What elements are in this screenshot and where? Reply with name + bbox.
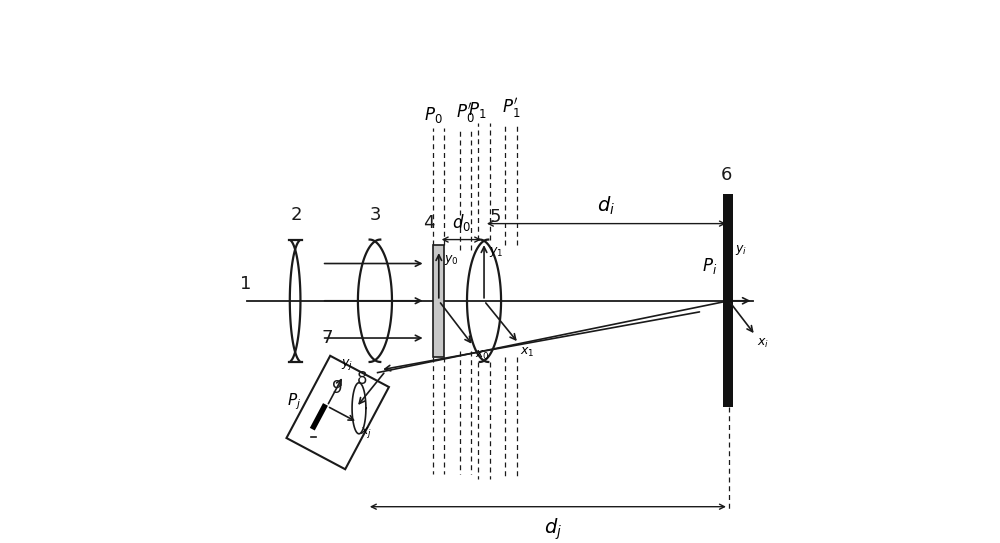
Text: $x_j$: $x_j$ <box>360 425 372 440</box>
Text: 7: 7 <box>321 330 333 348</box>
Bar <box>723 194 733 407</box>
Text: 9: 9 <box>332 378 343 396</box>
Text: $y_0$: $y_0$ <box>444 253 459 267</box>
Text: $P_i$: $P_i$ <box>702 256 717 276</box>
Text: $x_1$: $x_1$ <box>520 346 535 359</box>
Text: 1: 1 <box>240 275 251 293</box>
Text: 2: 2 <box>290 206 302 224</box>
Text: $P_0$: $P_0$ <box>424 105 443 125</box>
Text: $x_0$: $x_0$ <box>475 349 490 362</box>
Text: 3: 3 <box>369 206 381 224</box>
Text: $d_i$: $d_i$ <box>597 195 615 217</box>
Text: 6: 6 <box>720 166 732 184</box>
Text: 5: 5 <box>490 209 501 226</box>
Text: $P_0'$: $P_0'$ <box>456 101 475 125</box>
Bar <box>433 245 444 357</box>
Text: $d_0$: $d_0$ <box>452 212 471 233</box>
Text: $d_j$: $d_j$ <box>544 516 562 542</box>
Text: $P_1'$: $P_1'$ <box>502 96 520 120</box>
Text: $y_1$: $y_1$ <box>489 245 504 259</box>
Text: 8: 8 <box>356 370 367 388</box>
Text: $y_i$: $y_i$ <box>735 243 747 257</box>
Text: $y_j$: $y_j$ <box>341 357 353 372</box>
Text: $P_1$: $P_1$ <box>468 100 487 120</box>
Text: $P_j$: $P_j$ <box>287 392 302 412</box>
Text: 4: 4 <box>423 213 435 231</box>
Text: $x_i$: $x_i$ <box>757 337 769 350</box>
